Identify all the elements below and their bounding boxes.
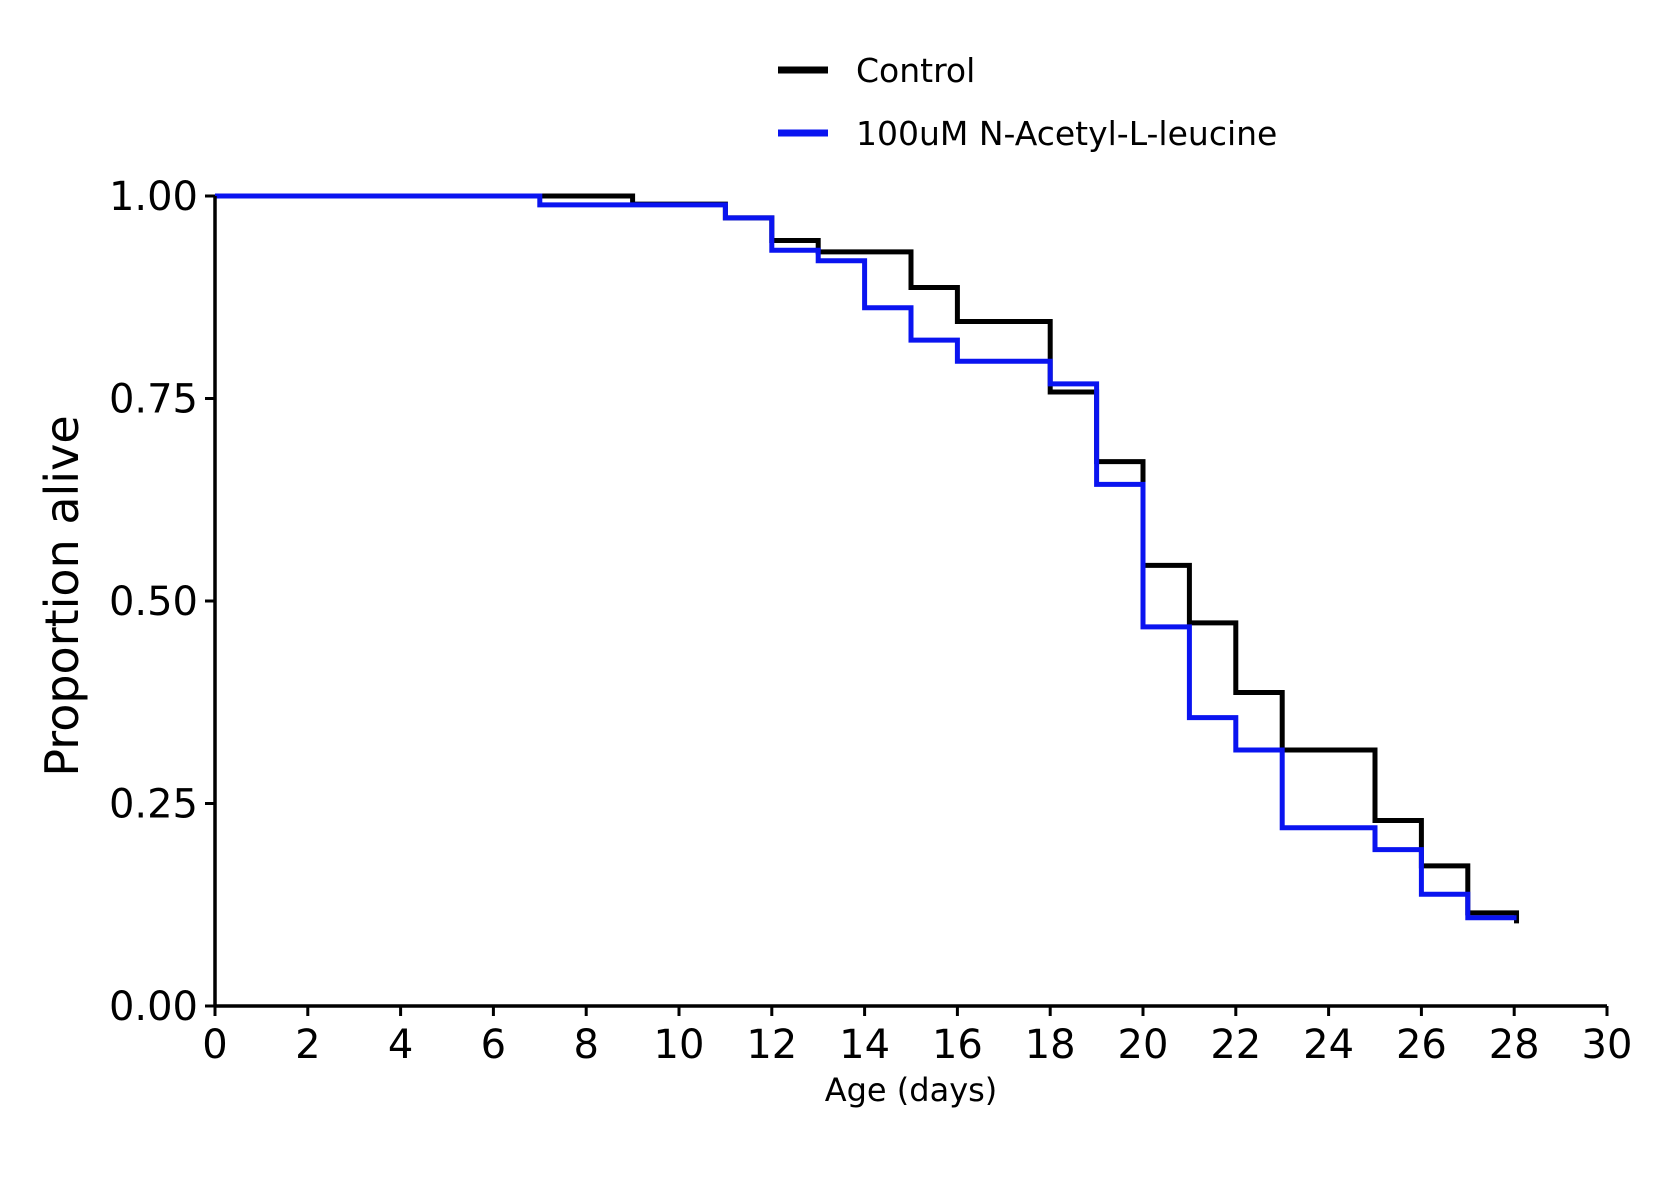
x-tick-label: 30: [1582, 1022, 1633, 1068]
x-tick-label: 26: [1396, 1022, 1447, 1068]
x-tick-label: 20: [1118, 1022, 1169, 1068]
x-tick-label: 12: [746, 1022, 797, 1068]
y-axis-title: Proportion alive: [35, 415, 89, 776]
x-tick-label: 24: [1303, 1022, 1354, 1068]
legend-label-control: Control: [856, 51, 975, 90]
x-tick-label: 16: [932, 1022, 983, 1068]
x-tick-label: 22: [1210, 1022, 1261, 1068]
legend: Control 100uM N-Acetyl-L-leucine: [778, 51, 1277, 153]
y-tick-label: 0.75: [109, 377, 198, 423]
series-layer: [215, 193, 1520, 924]
x-tick-label: 2: [295, 1022, 320, 1068]
y-tick-label: 0.00: [109, 984, 198, 1030]
x-ticks: 0 2 4 6 8 10 12 14 16 18 20 22 24 26 28 30: [202, 1006, 1632, 1068]
x-tick-label: 6: [481, 1022, 506, 1068]
x-tick-label: 10: [654, 1022, 705, 1068]
x-axis-title: Age (days): [825, 1071, 998, 1109]
y-tick-label: 0.50: [109, 579, 198, 625]
y-tick-label: 0.25: [109, 782, 198, 828]
legend-label-nal: 100uM N-Acetyl-L-leucine: [856, 114, 1277, 153]
x-tick-label: 4: [388, 1022, 413, 1068]
y-ticks: 0.00 0.25 0.50 0.75 1.00: [109, 174, 215, 1030]
x-tick-label: 0: [202, 1022, 227, 1068]
x-tick-label: 18: [1025, 1022, 1076, 1068]
y-tick-label: 1.00: [109, 174, 198, 220]
x-tick-label: 28: [1489, 1022, 1540, 1068]
axes-layer: 0 2 4 6 8 10 12 14 16 18 20 22 24 26 28 30 0.000.250.50…: [35, 174, 1632, 1109]
x-tick-label: 8: [573, 1022, 598, 1068]
x-tick-label: 14: [839, 1022, 890, 1068]
series-line-nal: [215, 193, 1517, 921]
